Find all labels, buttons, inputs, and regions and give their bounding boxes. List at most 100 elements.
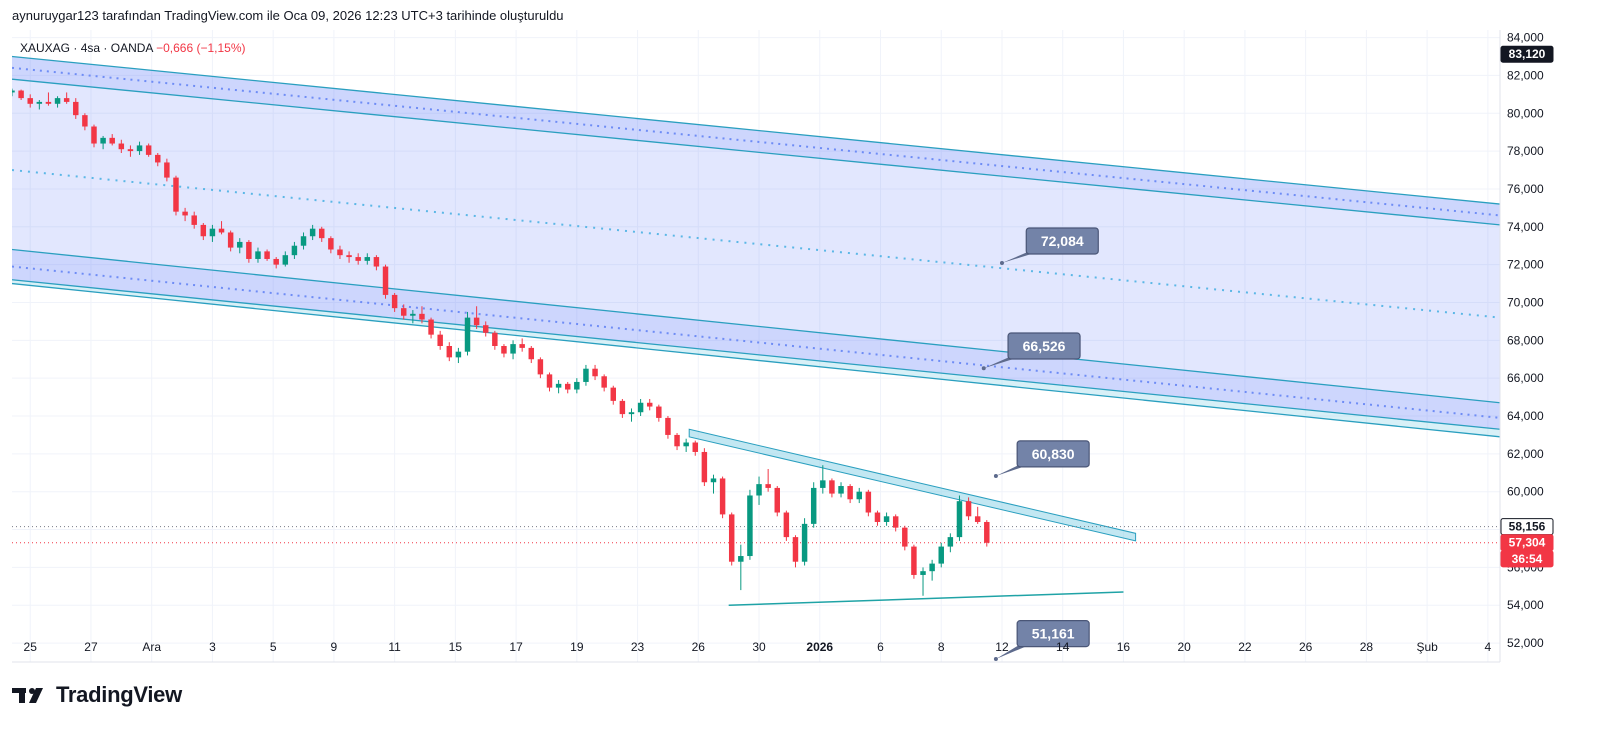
candle-body xyxy=(455,351,462,358)
candle-body xyxy=(164,162,170,178)
candle-body xyxy=(510,344,516,354)
plot-area[interactable] xyxy=(12,30,1500,662)
callouts-layer: 72,084 66,526 60,830 51,161 xyxy=(981,227,1099,661)
candle-body xyxy=(656,406,662,418)
candle-body xyxy=(237,241,243,248)
callout-anchor xyxy=(999,261,1004,266)
price-chart[interactable]: 72,084 66,526 60,830 51,161 84,000 82,000 80,… xyxy=(0,0,1600,680)
price-tag-box xyxy=(1500,45,1554,63)
candle-body xyxy=(692,442,698,452)
candle-body xyxy=(719,478,726,515)
callout-box xyxy=(1025,227,1099,255)
candle-body xyxy=(747,495,753,557)
price-tick-label: 54,000 xyxy=(1507,598,1544,612)
candle-body xyxy=(546,374,553,388)
candle-body xyxy=(756,484,762,496)
tradingview-logo[interactable]: TradingView xyxy=(12,682,182,708)
channel-center-dotted xyxy=(12,169,1500,319)
price-tick-label: 78,000 xyxy=(1507,144,1544,158)
candle-body xyxy=(382,266,389,295)
candle-body xyxy=(856,491,862,500)
candle-body xyxy=(300,236,307,246)
price-tag-label: 58,156 xyxy=(1509,520,1546,534)
price-tick-label: 76,000 xyxy=(1507,182,1544,196)
time-tick-label: 12 xyxy=(995,640,1009,654)
callout-anchor xyxy=(993,473,998,478)
price-tick-label: 66,000 xyxy=(1507,371,1544,385)
candle-body xyxy=(155,154,161,163)
callout-label: 60,830 xyxy=(1032,446,1075,462)
callout-anchor xyxy=(993,656,998,661)
candle-body xyxy=(82,115,88,127)
legend-symbol[interactable]: XAUXAG xyxy=(20,41,70,55)
candle-body xyxy=(27,98,33,104)
candle-body xyxy=(774,487,780,513)
candle-body xyxy=(865,491,872,513)
candle-body xyxy=(646,402,653,407)
time-tick-label: 15 xyxy=(449,640,463,654)
time-tick-label: 9 xyxy=(331,640,338,654)
candle-body xyxy=(410,313,416,316)
candle-body xyxy=(628,412,635,415)
time-tick-label: 5 xyxy=(270,640,277,654)
candle-body xyxy=(801,523,808,562)
candle-body xyxy=(419,313,425,320)
candle-body xyxy=(328,238,334,250)
candle-body xyxy=(592,368,598,377)
symbol-legend[interactable]: XAUXAG · 4sa · OANDA −0,666 (−1,15%) xyxy=(20,41,246,55)
time-tick-label: 6 xyxy=(877,640,884,654)
candle-body xyxy=(319,228,325,239)
candle-body xyxy=(246,241,252,259)
candle-body xyxy=(492,332,498,346)
channel-lower-band-mid-dotted xyxy=(12,265,1500,419)
candle-body xyxy=(847,486,853,500)
time-tick-label: 3 xyxy=(209,640,216,654)
candle-body xyxy=(45,101,52,104)
time-tick-label: 11 xyxy=(388,640,401,654)
candle-body xyxy=(528,347,535,360)
candle-body xyxy=(783,512,790,538)
candle-body xyxy=(610,387,617,401)
candle-body xyxy=(601,376,607,388)
candle-body xyxy=(464,317,471,352)
candle-body xyxy=(446,346,453,358)
chart-caption: aynuruygar123 tarafından TradingView.com… xyxy=(12,8,564,23)
callout-anchor xyxy=(981,366,986,371)
candle-body xyxy=(929,563,935,572)
candle-body xyxy=(401,308,407,316)
svg-text:XAUXAG · 4sa: XAUXAG · 4sa · OANDA −0,666 (−1,15%) xyxy=(20,41,246,55)
candle-body xyxy=(883,516,890,522)
legend-interval[interactable]: 4sa xyxy=(81,41,101,55)
price-tick-label: 70,000 xyxy=(1507,295,1544,309)
candle-body xyxy=(501,346,507,354)
candle-body xyxy=(91,126,97,144)
legend-source: OANDA xyxy=(111,41,154,55)
candle-body xyxy=(145,145,152,155)
channel-upper-band-mid-dotted xyxy=(12,66,1500,217)
time-axis[interactable]: 25 27 Ara 3 5 9 11 15 17 19 23 26 30 2026 6 8 12 14 16 20 22… xyxy=(24,640,1492,654)
price-tick-label: 84,000 xyxy=(1507,31,1544,45)
channel-outer-line xyxy=(12,282,1500,438)
candle-body xyxy=(337,249,343,256)
candle-body xyxy=(191,215,197,225)
candle-body xyxy=(73,101,79,116)
time-tick-label: 30 xyxy=(752,640,766,654)
candle-body xyxy=(482,325,489,333)
time-tick-label: Ara xyxy=(142,640,161,654)
time-tick-label: 14 xyxy=(1056,640,1070,654)
candle-body xyxy=(683,442,689,447)
candle-body xyxy=(227,232,234,248)
channel-lower-band-top-line xyxy=(12,248,1500,404)
callout-box xyxy=(1007,332,1081,360)
candle-body xyxy=(792,537,799,562)
price-tick-label: 68,000 xyxy=(1507,333,1544,347)
candle-body xyxy=(537,359,544,375)
callout-label: 66,526 xyxy=(1023,338,1066,354)
candle-body xyxy=(965,501,972,517)
tradingview-logo-icon xyxy=(12,688,43,703)
channel-lower-band-bottom-line xyxy=(12,279,1500,430)
time-tick-label: 25 xyxy=(24,640,38,654)
channel-upper-band-bottom-line xyxy=(12,78,1500,226)
candle-body xyxy=(874,512,881,522)
candle-body xyxy=(920,571,926,575)
